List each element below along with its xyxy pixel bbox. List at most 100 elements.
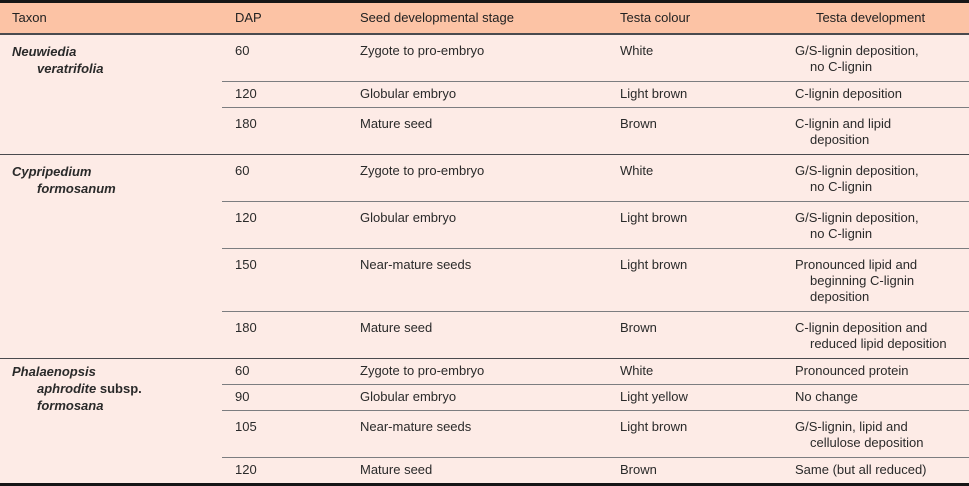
stage-cell: Globular embryo (347, 201, 607, 249)
stage-cell-text: Zygote to pro-embryo (360, 163, 485, 178)
taxon-italic-segment: aphrodite (37, 381, 97, 396)
column-header-colour: Testa colour (607, 1, 782, 35)
colour-cell: Brown (607, 311, 782, 359)
colour-cell-text: Light brown (620, 419, 688, 434)
development-cell: Pronounced lipid and beginning C-lignin … (782, 248, 969, 312)
stage-cell-text: Zygote to pro-embryo (360, 43, 485, 58)
taxon-italic-segment: Neuwiedia (12, 44, 77, 59)
table-header: Taxon DAP Seed developmental stage Testa… (0, 1, 969, 35)
table-row: 105 Near-mature seeds Light brown G/S-ligni… (0, 410, 969, 458)
development-cell-text: C-lignin and lipid deposition (795, 116, 892, 147)
development-cell: G/S-lignin deposition, no C-lignin (782, 201, 969, 249)
development-cell: G/S-lignin, lipid and cellulose depositi… (782, 410, 969, 458)
stage-cell: Near-mature seeds (347, 248, 607, 312)
colour-cell: Light yellow (607, 384, 782, 411)
colour-cell-text: Light brown (620, 210, 688, 225)
colour-cell-text: Light brown (620, 257, 688, 272)
dap-cell-text: 180 (235, 116, 257, 131)
stage-cell-text: Mature seed (360, 320, 433, 335)
colour-cell-text: Brown (620, 320, 657, 335)
dap-cell: 180 (222, 107, 347, 155)
stage-cell-text: Zygote to pro-embryo (360, 363, 485, 378)
development-cell-text: G/S-lignin deposition, no C-lignin (795, 163, 919, 194)
stage-cell-text: Globular embryo (360, 210, 457, 225)
colour-cell: White (607, 33, 782, 82)
taxon-name: Cypripedium formosanum (12, 163, 214, 197)
taxon-cell: Neuwiedia veratrifolia (0, 33, 222, 155)
development-cell-text: Pronounced lipid and beginning C-lignin … (795, 257, 918, 304)
colour-cell-text: Brown (620, 462, 657, 477)
development-cell-text: C-lignin deposition (795, 86, 902, 101)
taxon-italic-segment: Cypripedium (12, 164, 92, 179)
stage-cell-text: Globular embryo (360, 389, 457, 404)
colour-cell: Brown (607, 457, 782, 485)
dap-cell-text: 60 (235, 363, 250, 378)
table-row: Phalaenopsis aphrodite subsp. formosana 60 Z… (0, 358, 969, 485)
taxon-cell: Phalaenopsis aphrodite subsp. formosana (0, 358, 222, 485)
dap-cell-text: 105 (235, 419, 257, 434)
dap-cell: 120 (222, 457, 347, 485)
table-body: Neuwiedia veratrifolia 60 Zygote to pro-emb… (0, 33, 969, 485)
dap-cell-text: 60 (235, 163, 250, 178)
taxon-italic-segment: formosanum (37, 181, 116, 196)
dap-cell: 60 (222, 33, 347, 82)
development-cell: G/S-lignin deposition, no C-lignin (782, 33, 969, 82)
stage-cell: Mature seed (347, 311, 607, 359)
stage-cell: Zygote to pro-embryo (347, 154, 607, 202)
stage-cell-text: Near-mature seeds (360, 419, 472, 434)
development-cell-text: No change (795, 389, 858, 404)
taxon-italic-segment: Phalaenopsis (12, 364, 96, 379)
stage-cell: Zygote to pro-embryo (347, 33, 607, 82)
development-cell: C-lignin deposition (782, 81, 969, 108)
stage-cell: Mature seed (347, 457, 607, 485)
taxon-cell: Cypripedium formosanum (0, 154, 222, 359)
table-row: 150 Near-mature seeds Light brown Pronounce… (0, 248, 969, 312)
colour-cell: Light brown (607, 201, 782, 249)
colour-cell-text: White (620, 163, 654, 178)
stage-cell: Near-mature seeds (347, 410, 607, 458)
column-header-dap: DAP (222, 1, 347, 35)
stage-cell-text: Near-mature seeds (360, 257, 472, 272)
colour-cell: Brown (607, 107, 782, 155)
table-row: Neuwiedia veratrifolia 60 Zygote to pro-emb… (0, 33, 969, 155)
dap-cell: 60 (222, 154, 347, 202)
colour-cell-text: Light brown (620, 86, 688, 101)
dap-cell: 90 (222, 384, 347, 411)
table-row: Cypripedium formosanum 60 Zygote to pro-emb… (0, 154, 969, 359)
stage-cell-text: Mature seed (360, 462, 433, 477)
dap-cell: 180 (222, 311, 347, 359)
colour-cell: Light brown (607, 81, 782, 108)
development-cell-text: C-lignin deposition and reduced lipid de… (795, 320, 947, 351)
development-cell: C-lignin and lipid deposition (782, 107, 969, 155)
column-header-taxon: Taxon (0, 1, 222, 35)
development-cell: C-lignin deposition and reduced lipid de… (782, 311, 969, 359)
colour-cell-text: White (620, 363, 654, 378)
colour-cell-text: Light yellow (620, 389, 688, 404)
colour-cell-text: White (620, 43, 654, 58)
dap-cell: 120 (222, 201, 347, 249)
stage-cell: Mature seed (347, 107, 607, 155)
table-row: 180 Mature seed Brown C-lignin deposition a… (0, 311, 969, 359)
dap-cell-text: 90 (235, 389, 250, 404)
dap-cell-text: 60 (235, 43, 250, 58)
colour-cell-text: Brown (620, 116, 657, 131)
development-cell-text: Pronounced protein (795, 363, 909, 378)
dap-cell: 150 (222, 248, 347, 312)
colour-cell: Light brown (607, 248, 782, 312)
development-cell: Same (but all reduced) (782, 457, 969, 485)
dap-cell-text: 180 (235, 320, 257, 335)
column-header-development: Testa development (782, 1, 969, 35)
dap-cell-text: 120 (235, 210, 257, 225)
stage-cell-text: Mature seed (360, 116, 433, 131)
taxon-plain-segment: subsp. (96, 381, 142, 396)
taxon-name: Neuwiedia veratrifolia (12, 43, 214, 77)
taxon-italic-segment: formosana (37, 398, 104, 413)
dap-cell: 105 (222, 410, 347, 458)
dap-cell: 60 (222, 358, 347, 385)
column-header-stage: Seed developmental stage (347, 1, 607, 35)
taxon-name: Phalaenopsis aphrodite subsp. formosana (12, 363, 214, 414)
header-row: Taxon DAP Seed developmental stage Testa… (0, 1, 969, 35)
development-cell: Pronounced protein (782, 358, 969, 385)
